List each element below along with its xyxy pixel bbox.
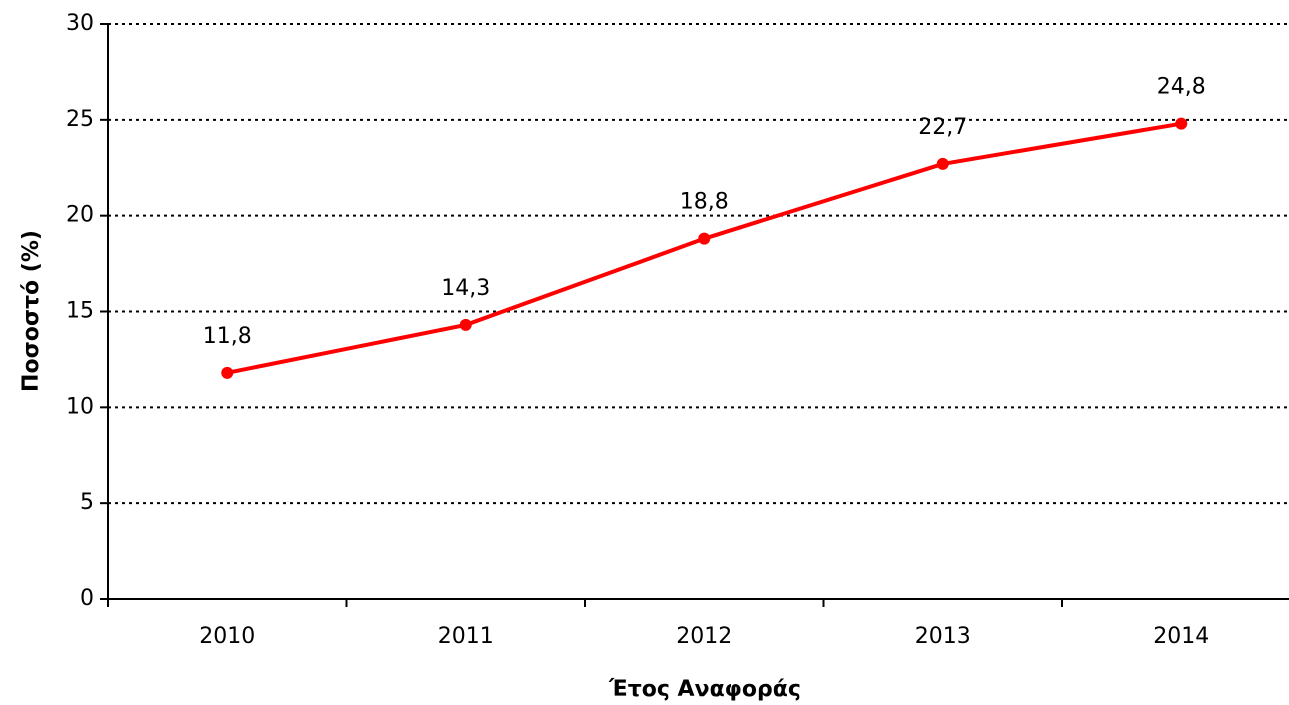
data-label: 22,7 (918, 115, 967, 140)
point (459, 318, 472, 331)
data-label: 14,3 (441, 276, 490, 301)
point (1175, 117, 1188, 130)
y-tick-label: 30 (66, 11, 94, 36)
x-axis-label: Έτος Αναφοράς (608, 677, 801, 702)
y-tick-label: 15 (66, 299, 94, 324)
point (221, 366, 234, 379)
y-tick-label: 5 (80, 490, 94, 515)
y-tick-label: 20 (66, 203, 94, 228)
x-tick-label: 2012 (676, 624, 732, 649)
data-label: 11,8 (203, 324, 252, 349)
point (698, 232, 711, 245)
y-tick-label: 25 (66, 107, 94, 132)
y-tick-label: 10 (66, 394, 94, 419)
line (226, 121, 1182, 375)
point (936, 157, 949, 170)
x-tick-label: 2014 (1153, 624, 1209, 649)
y-tick-label: 0 (80, 586, 94, 611)
y-axis-label: Ποσοστό (%) (19, 230, 44, 392)
x-tick-label: 2010 (199, 624, 255, 649)
x-tick-label: 2011 (438, 624, 494, 649)
data-label: 24,8 (1157, 75, 1206, 100)
x-tick-label: 2013 (915, 624, 971, 649)
data-label: 18,8 (680, 190, 729, 215)
